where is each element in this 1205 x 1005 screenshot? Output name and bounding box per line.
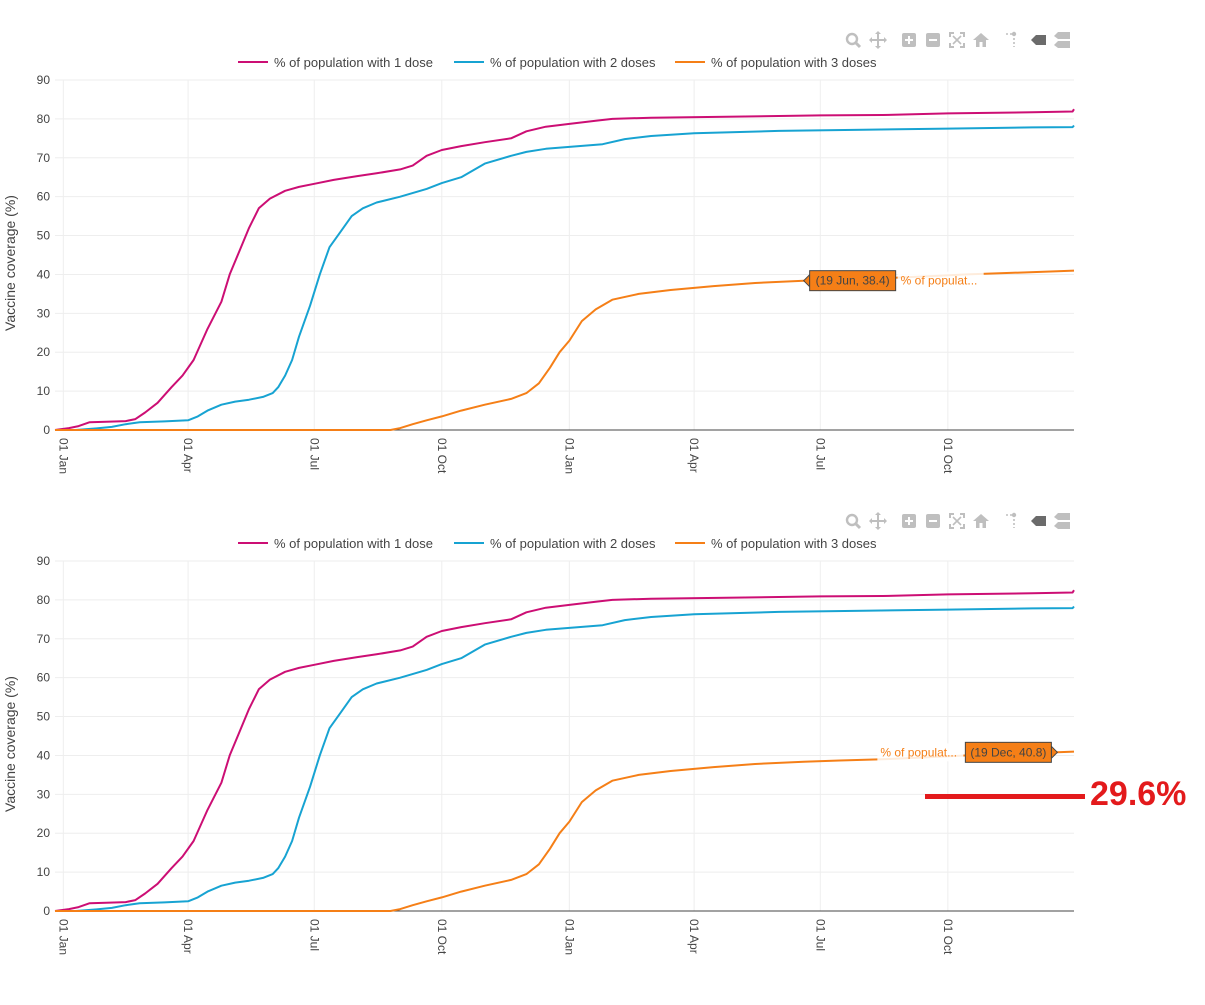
- x-tick-label: 01 Jul: [307, 438, 321, 470]
- series-line-1[interactable]: [54, 108, 1075, 431]
- x-tick-label: 01 Jan: [562, 919, 576, 955]
- annotation-underline: [925, 794, 1085, 799]
- legend-item-3[interactable]: % of population with 3 doses: [675, 536, 877, 551]
- tooltip-series-name: % of populat...: [901, 274, 978, 288]
- x-tick-label: 01 Oct: [941, 438, 955, 474]
- chart-panel-2[interactable]: 0 10 20 30 40 50 60 70 80 90 01 Jan 01 Apr 01 Jul 01 …: [2, 512, 1075, 955]
- legend-item-2[interactable]: % of population with 2 doses: [454, 536, 656, 551]
- legend-label: % of population with 1 dose: [274, 55, 433, 70]
- series-line-1[interactable]: [54, 589, 1075, 912]
- legend-item-1[interactable]: % of population with 1 dose: [238, 536, 433, 551]
- y-tick-label: 0: [43, 904, 50, 918]
- modebar[interactable]: [844, 31, 1071, 49]
- pan-icon[interactable]: [869, 31, 887, 49]
- tooltip-box: [964, 741, 1052, 763]
- modebar[interactable]: [844, 512, 1071, 530]
- y-tick-label: 60: [37, 190, 51, 204]
- y-tick-label: 40: [37, 748, 51, 762]
- tooltip-value: (19 Dec, 40.8): [970, 745, 1046, 759]
- y-tick-label: 70: [37, 151, 51, 165]
- y-axis-label: Vaccine coverage (%): [2, 676, 18, 812]
- y-tick-label: 90: [37, 554, 51, 568]
- tooltip-value: (19 Jun, 38.4): [816, 274, 890, 288]
- x-tick-label: 01 Jul: [813, 919, 827, 951]
- series-line-2[interactable]: [55, 605, 1075, 912]
- x-tick-label: 01 Oct: [941, 919, 955, 955]
- series-line-2[interactable]: [55, 124, 1075, 431]
- zoom-in-icon[interactable]: [900, 31, 918, 49]
- x-tick-label: 01 Apr: [687, 438, 701, 473]
- legend-label: % of population with 2 doses: [490, 55, 656, 70]
- spike-lines-icon[interactable]: [1003, 31, 1021, 49]
- pan-icon[interactable]: [869, 512, 887, 530]
- x-tick-label: 01 Jan: [562, 438, 576, 474]
- y-tick-label: 60: [37, 671, 51, 685]
- reset-axes-icon[interactable]: [972, 512, 990, 530]
- x-tick-label: 01 Apr: [687, 919, 701, 954]
- zoom-in-icon[interactable]: [900, 512, 918, 530]
- series-line-3[interactable]: [55, 750, 1075, 912]
- spike-lines-icon[interactable]: [1003, 512, 1021, 530]
- annotation-value: 29.6%: [1090, 775, 1187, 813]
- y-tick-label: 50: [37, 229, 51, 243]
- series-line-3[interactable]: [55, 269, 1075, 431]
- x-tick-label: 01 Jul: [307, 919, 321, 951]
- hover-compare-icon[interactable]: [1053, 512, 1071, 530]
- x-tick-label: 01 Oct: [435, 919, 449, 955]
- y-tick-label: 20: [37, 826, 51, 840]
- zoom-out-icon[interactable]: [924, 512, 942, 530]
- hover-closest-icon[interactable]: [1029, 512, 1047, 530]
- y-tick-label: 30: [37, 306, 51, 320]
- zoom-out-icon[interactable]: [924, 31, 942, 49]
- hover-closest-icon[interactable]: [1029, 31, 1047, 49]
- legend-label: % of population with 3 doses: [711, 55, 877, 70]
- y-tick-label: 80: [37, 112, 51, 126]
- zoom-icon[interactable]: [844, 31, 862, 49]
- y-tick-label: 20: [37, 345, 51, 359]
- y-tick-label: 0: [43, 423, 50, 437]
- legend-label: % of population with 3 doses: [711, 536, 877, 551]
- y-tick-label: 40: [37, 267, 51, 281]
- legend-label: % of population with 2 doses: [490, 536, 656, 551]
- y-tick-label: 90: [37, 73, 51, 87]
- y-tick-label: 50: [37, 710, 51, 724]
- hover-tooltip: (19 Jun, 38.4) % of populat...: [802, 270, 984, 292]
- tooltip-name-bg: [897, 271, 984, 290]
- zoom-icon[interactable]: [844, 512, 862, 530]
- legend-label: % of population with 1 dose: [274, 536, 433, 551]
- chart-panel-1[interactable]: 0 10 20 30 40 50 60 70 80 90 01 Jan 01 Apr 01 Jul 01 …: [2, 31, 1075, 474]
- legend-item-1[interactable]: % of population with 1 dose: [238, 55, 433, 70]
- x-tick-label: 01 Jul: [813, 438, 827, 470]
- x-tick-label: 01 Apr: [181, 919, 195, 954]
- hover-compare-icon[interactable]: [1053, 31, 1071, 49]
- autoscale-icon[interactable]: [948, 512, 966, 530]
- y-tick-label: 30: [37, 787, 51, 801]
- y-tick-label: 80: [37, 593, 51, 607]
- y-axis-label: Vaccine coverage (%): [2, 195, 18, 331]
- y-tick-label: 10: [37, 384, 51, 398]
- autoscale-icon[interactable]: [948, 31, 966, 49]
- legend-item-2[interactable]: % of population with 2 doses: [454, 55, 656, 70]
- x-tick-label: 01 Jan: [56, 919, 70, 955]
- y-tick-label: 10: [37, 865, 51, 879]
- tooltip-name-bg: [877, 743, 964, 762]
- x-tick-label: 01 Oct: [435, 438, 449, 474]
- y-tick-label: 70: [37, 632, 51, 646]
- reset-axes-icon[interactable]: [972, 31, 990, 49]
- x-tick-label: 01 Jan: [56, 438, 70, 474]
- tooltip-series-name: % of populat...: [880, 745, 957, 759]
- x-tick-label: 01 Apr: [181, 438, 195, 473]
- legend-item-3[interactable]: % of population with 3 doses: [675, 55, 877, 70]
- hover-tooltip: (19 Dec, 40.8) % of populat...: [877, 741, 1059, 763]
- tooltip-box: [809, 270, 897, 292]
